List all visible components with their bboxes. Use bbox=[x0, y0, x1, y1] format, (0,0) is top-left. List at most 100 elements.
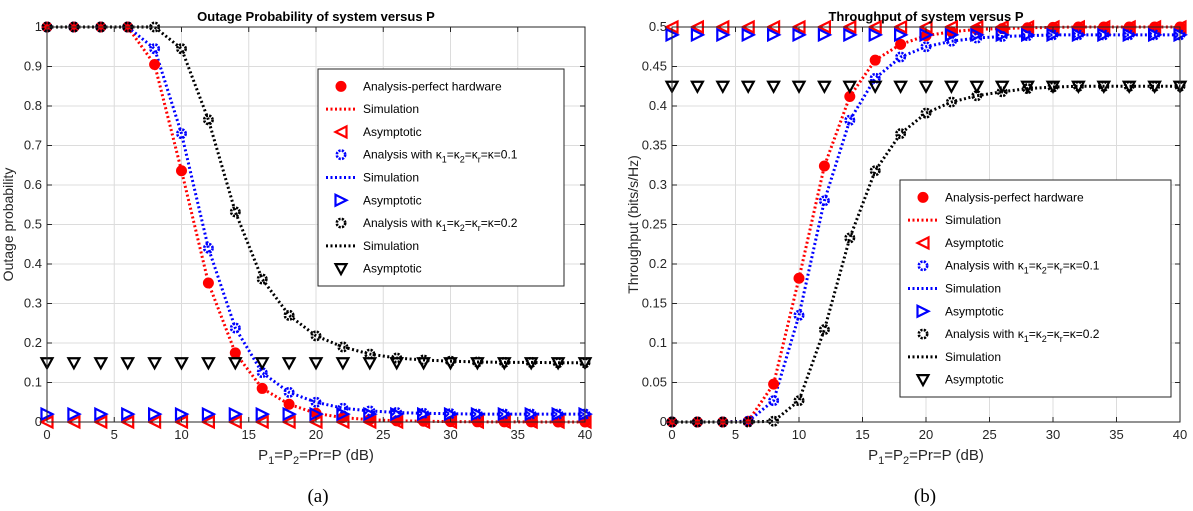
y-tick-label: 0.05 bbox=[642, 375, 667, 390]
legend-label: Asymptotic bbox=[363, 125, 422, 139]
text-part: =κ bbox=[1047, 259, 1061, 273]
legend-swatch-marker bbox=[917, 191, 929, 203]
y-tick-label: 0.8 bbox=[24, 98, 42, 113]
data-point-k02-triangle-down bbox=[93, 357, 109, 371]
subscript-text: r bbox=[478, 223, 481, 233]
series-line-k02 bbox=[672, 84, 1180, 424]
subscript-text: r bbox=[1060, 334, 1063, 344]
legend-label: Analysis with κ1=κ2=κr=κ=0.1 bbox=[945, 259, 1100, 276]
legend-label: Simulation bbox=[363, 171, 419, 185]
data-point-k01-ring bbox=[920, 41, 932, 53]
y-tick-label: 0.1 bbox=[24, 375, 42, 390]
legend-entry: Analysis-perfect hardware bbox=[917, 190, 1084, 204]
ticks: 0 5 10 15 20 25 30 35 40 0 0.1 0.2 0.3 0.4 0.5 0.6 0.7 0.… bbox=[24, 19, 592, 442]
figure-caption: (a) bbox=[307, 486, 328, 507]
subscript-text: 2 bbox=[903, 455, 909, 467]
y-tick-label: 0.4 bbox=[649, 98, 667, 113]
x-tick-label: 15 bbox=[855, 427, 869, 442]
data-point-k01-ring bbox=[364, 405, 376, 417]
data-point-k01-triangle-right bbox=[995, 27, 1011, 43]
legend-label: Asymptotic bbox=[945, 373, 1004, 387]
legend-swatch-marker bbox=[335, 217, 347, 229]
data-point-k01-triangle-right bbox=[843, 27, 858, 43]
x-tick-label: 30 bbox=[443, 427, 457, 442]
legend-label: Asymptotic bbox=[363, 193, 422, 207]
data-point-k02-ring bbox=[229, 206, 241, 218]
data-point-k01-triangle-right bbox=[390, 406, 405, 422]
legend-label: Simulation bbox=[945, 350, 1001, 364]
data-point-k01-triangle-right bbox=[1097, 27, 1112, 43]
data-point-k02-triangle-down bbox=[470, 357, 485, 371]
x-tick-label: 40 bbox=[578, 427, 592, 442]
data-point-k01-triangle-right bbox=[741, 27, 757, 43]
legend-label: Simulation bbox=[945, 282, 1001, 296]
data-point-k01-triangle-right bbox=[201, 406, 217, 422]
legend: Analysis-perfect hardware Simulation Asymp… bbox=[317, 68, 565, 287]
y-tick-label: 0 bbox=[660, 414, 667, 429]
data-point-k02-triangle-down bbox=[1045, 80, 1061, 95]
data-point-k02-triangle-down bbox=[994, 80, 1010, 95]
x-tick-label: 15 bbox=[242, 427, 256, 442]
text-part: =κ bbox=[447, 148, 461, 162]
legend-swatch-marker bbox=[917, 260, 929, 272]
legend-entry: Analysis with κ1=κ2=κr=κ=0.2 bbox=[335, 216, 518, 233]
legend-label: Simulation bbox=[363, 239, 419, 253]
chart-panel-a: 0 5 10 15 20 25 30 35 40 0 0.1 0.2 0.3 0.4 0.5 0.6 0.7 0.… bbox=[0, 9, 593, 507]
data-point-k01-triangle-right bbox=[817, 27, 833, 43]
legend-box bbox=[317, 68, 565, 287]
legend-entry: Simulation bbox=[326, 102, 419, 116]
legend-entry: Simulation bbox=[908, 350, 1001, 364]
legend-entry: Simulation bbox=[908, 213, 1001, 227]
x-tick-label: 0 bbox=[43, 427, 50, 442]
data-point-k02-ring bbox=[869, 165, 881, 177]
data-point-k01-triangle-right bbox=[228, 406, 244, 422]
data-point-k02-triangle-down bbox=[335, 357, 351, 371]
x-tick-label: 35 bbox=[1109, 427, 1123, 442]
data-point-k01-triangle-right bbox=[1046, 27, 1061, 43]
y-tick-label: 0.2 bbox=[649, 256, 667, 271]
data-point-k02-triangle-down bbox=[1096, 80, 1112, 95]
text-part: =κ bbox=[465, 148, 479, 162]
text-part: =κ=0.1 bbox=[481, 148, 518, 162]
text-part: P bbox=[258, 447, 268, 464]
data-point-k01-triangle-right bbox=[868, 27, 884, 43]
text-part: =P bbox=[274, 447, 293, 464]
text-part: Analysis with κ bbox=[363, 148, 443, 162]
subscript-text: 1 bbox=[878, 455, 884, 467]
data-point-k02-triangle-down bbox=[147, 357, 162, 371]
data-point-k01-ring bbox=[310, 396, 322, 408]
data-point-k01-triangle-right bbox=[417, 406, 432, 422]
data-point-k02-ring bbox=[202, 114, 214, 126]
ticks: 0 5 10 15 20 25 30 35 40 0 0.05 0.1 0.15 0.2 0.25 0.3 0.… bbox=[642, 19, 1188, 442]
data-point-k01-triangle-right bbox=[1122, 27, 1138, 43]
data-point-k02-ring bbox=[818, 324, 830, 336]
text-part: =κ=0.2 bbox=[1063, 327, 1100, 341]
data-point-k02-triangle-down bbox=[227, 357, 243, 371]
data-point-k02-ring bbox=[1047, 81, 1059, 93]
text-part: =Pr=P (dB) bbox=[909, 447, 984, 464]
subscript-text: 1 bbox=[442, 155, 447, 165]
legend-entry: Asymptotic bbox=[915, 373, 1004, 388]
data-point-k01-triangle-right bbox=[893, 27, 909, 43]
legend-entry: Analysis with κ1=κ2=κr=κ=0.2 bbox=[917, 327, 1100, 344]
data-point-k01-ring bbox=[844, 114, 856, 126]
data-point-k01-ring bbox=[202, 242, 214, 254]
data-point-k02-triangle-down bbox=[523, 357, 539, 371]
data-point-k02-ring bbox=[364, 348, 376, 360]
legend-entry: Analysis-perfect hardware bbox=[335, 79, 502, 93]
data-point-k01-triangle-right bbox=[766, 27, 782, 43]
x-tick-label: 5 bbox=[732, 427, 739, 442]
subscript-text: 1 bbox=[1024, 334, 1029, 344]
y-tick-label: 0.1 bbox=[649, 335, 667, 350]
data-point-k02-triangle-down bbox=[550, 357, 566, 371]
legend-label: Asymptotic bbox=[945, 304, 1004, 318]
data-point-k02-triangle-down bbox=[1071, 80, 1086, 95]
subscript-text: 1 bbox=[442, 223, 447, 233]
data-point-perfect-dot bbox=[256, 382, 268, 394]
text-part: =P bbox=[884, 447, 903, 464]
data-point-k01-triangle-right bbox=[944, 27, 960, 43]
data-point-k01-triangle-right bbox=[470, 406, 486, 422]
y-tick-label: 0.5 bbox=[649, 19, 667, 34]
y-tick-label: 1 bbox=[35, 19, 42, 34]
